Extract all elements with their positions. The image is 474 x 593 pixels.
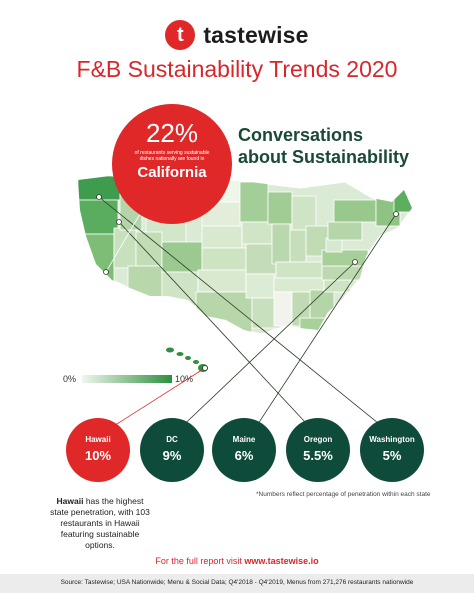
tastewise-logo-icon: t xyxy=(165,20,196,50)
hawaii-islands xyxy=(166,347,208,372)
state-oklahoma xyxy=(197,269,247,293)
source-bar xyxy=(0,574,474,593)
highlight-percent: 22% xyxy=(145,118,199,148)
state-circle-washington: Washington 5% xyxy=(360,418,424,482)
section-subhead: Conversations about Sustainability xyxy=(238,124,468,168)
highlight-state: California xyxy=(137,164,207,181)
state-iowa xyxy=(241,221,273,245)
connector-lines xyxy=(98,196,397,437)
state-circle-value: 6% xyxy=(234,448,254,463)
state-circle-name: Washington xyxy=(369,435,415,444)
state-mississippi xyxy=(273,291,293,327)
legend-max-label: 10% xyxy=(175,374,194,384)
california-highlight-circle: 22% of restaurants serving sustainable d… xyxy=(112,104,232,224)
state-missouri xyxy=(245,243,277,275)
highlight-description: of restaurants serving sustainable dishe… xyxy=(134,150,210,162)
legend-gradient-bar xyxy=(82,375,172,383)
state-circle-maine: Maine 6% xyxy=(212,418,276,482)
state-california xyxy=(79,233,115,295)
state-minnesota xyxy=(239,181,269,223)
state-oregon xyxy=(78,199,119,235)
hawaii-note-lead: Hawaii xyxy=(56,496,84,506)
brand-name: tastewise xyxy=(203,21,309,48)
state-wisconsin xyxy=(267,191,293,225)
state-colorado xyxy=(161,241,203,273)
state-nebraska xyxy=(201,225,243,249)
california-connector xyxy=(105,213,141,273)
state-circle-name: Hawaii xyxy=(85,435,111,444)
state-circle-dc: DC 9% xyxy=(140,418,204,482)
legend-min-label: 0% xyxy=(63,374,77,384)
state-circle-name: DC xyxy=(166,435,178,444)
hawaii-note: Hawaii has the highest state penetration… xyxy=(48,496,152,551)
report-cta: For the full report visit www.tastewise.… xyxy=(0,556,474,566)
report-link[interactable]: www.tastewise.io xyxy=(244,556,319,566)
cta-prefix: For the full report visit xyxy=(155,556,245,566)
state-circle-value: 10% xyxy=(84,448,112,463)
state-georgia xyxy=(309,289,335,321)
source-text: Source: Tastewise; USA Nationwide; Menu … xyxy=(60,579,414,586)
state-michigan xyxy=(291,195,317,231)
state-arizona xyxy=(127,265,163,301)
state-new-york xyxy=(333,199,377,223)
state-kansas xyxy=(201,247,247,271)
state-circle-name: Oregon xyxy=(303,435,333,444)
state-arkansas xyxy=(245,273,275,299)
state-nevada xyxy=(113,227,137,269)
subhead-line-1: Conversations xyxy=(238,125,364,145)
state-circle-hawaii: Hawaii 10% xyxy=(66,418,130,482)
state-circle-name: Maine xyxy=(232,435,256,444)
state-pennsylvania xyxy=(327,221,363,241)
state-circle-value: 9% xyxy=(162,448,182,463)
map-markers xyxy=(96,194,399,371)
state-kentucky xyxy=(275,261,323,279)
page-title: F&B Sustainability Trends 2020 xyxy=(76,56,398,82)
state-florida xyxy=(299,317,345,333)
state-illinois xyxy=(271,223,291,265)
state-circle-value: 5.5% xyxy=(303,448,333,463)
state-circle-value: 5% xyxy=(382,448,402,463)
state-indiana xyxy=(289,229,307,263)
hawaii-note-body: has the highest state penetration, with … xyxy=(50,496,150,550)
footnote: *Numbers reflect percentage of penetrati… xyxy=(256,491,431,498)
brand-logo: t tastewise xyxy=(0,18,474,52)
subhead-line-2: about Sustainability xyxy=(238,147,410,167)
state-circle-oregon: Oregon 5.5% xyxy=(286,418,350,482)
